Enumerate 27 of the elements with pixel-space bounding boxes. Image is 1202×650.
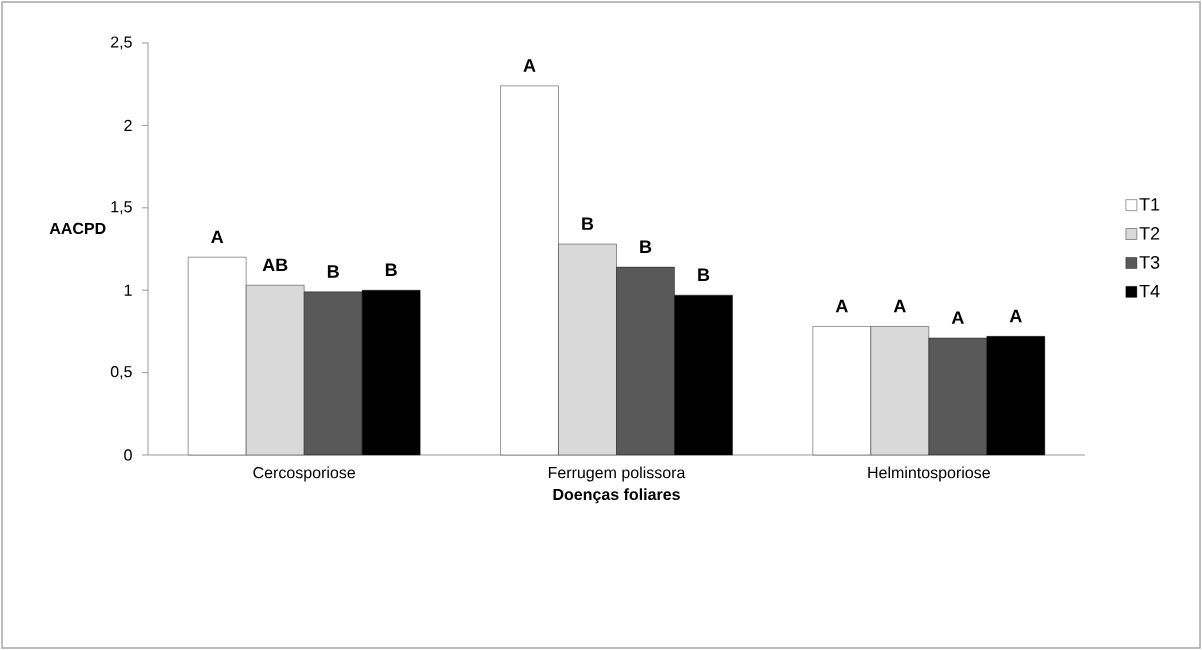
legend-label: T4 xyxy=(1139,284,1160,298)
legend-label: T2 xyxy=(1139,227,1160,240)
data-label: A xyxy=(951,311,964,324)
y-tick-label: 1 xyxy=(124,284,132,296)
x-axis-title: Doenças foliares xyxy=(553,488,680,504)
data-label: B xyxy=(698,268,710,281)
data-label: A xyxy=(835,299,848,313)
y-tick-label: 1,5 xyxy=(111,201,132,215)
x-tick-label: Cercosporiose xyxy=(253,466,356,482)
y-tick-label: 2,5 xyxy=(111,36,132,50)
data-label: A xyxy=(1009,309,1022,323)
y-tick-label: 0 xyxy=(124,449,132,461)
data-label: B xyxy=(582,217,594,230)
x-tick-label: Helmintosporiose xyxy=(868,466,990,482)
y-tick-label: 2 xyxy=(124,119,132,131)
y-axis-title: AACPD xyxy=(49,222,106,235)
data-label: A xyxy=(523,59,536,72)
legend-label: T3 xyxy=(1139,255,1160,269)
x-tick-label: Ferrugem polissora xyxy=(548,466,686,482)
y-tick-label: 0,5 xyxy=(110,365,132,380)
data-label: B xyxy=(640,240,652,253)
legend-label: T1 xyxy=(1139,198,1160,211)
data-label: A xyxy=(893,299,906,313)
data-label: AB xyxy=(262,258,288,272)
data-label: B xyxy=(385,263,397,276)
data-label: B xyxy=(327,265,339,278)
data-label: A xyxy=(211,230,224,244)
